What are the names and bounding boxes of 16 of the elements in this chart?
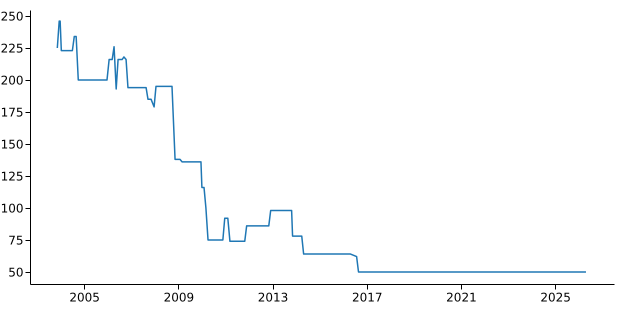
y-tick-label: 250: [0, 10, 24, 24]
line-series: [56, 20, 587, 273]
y-tick-label: 50: [8, 265, 24, 280]
y-tick-label: 200: [0, 74, 24, 88]
y-tick-label: 150: [0, 137, 24, 152]
x-tick-label: 2025: [540, 290, 571, 304]
x-tick-label: 2009: [164, 290, 194, 304]
x-tick-label: 2005: [69, 290, 100, 304]
y-tick-label: 225: [0, 42, 24, 56]
y-tick-label: 100: [0, 201, 24, 216]
x-tick-label: 2013: [258, 290, 288, 304]
y-tick-label: 75: [8, 233, 24, 248]
y-tick-label: 175: [0, 106, 24, 120]
x-tick-label: 2017: [352, 290, 383, 304]
y-tick-label: 125: [0, 169, 24, 184]
x-tick-label: 2021: [446, 290, 477, 304]
